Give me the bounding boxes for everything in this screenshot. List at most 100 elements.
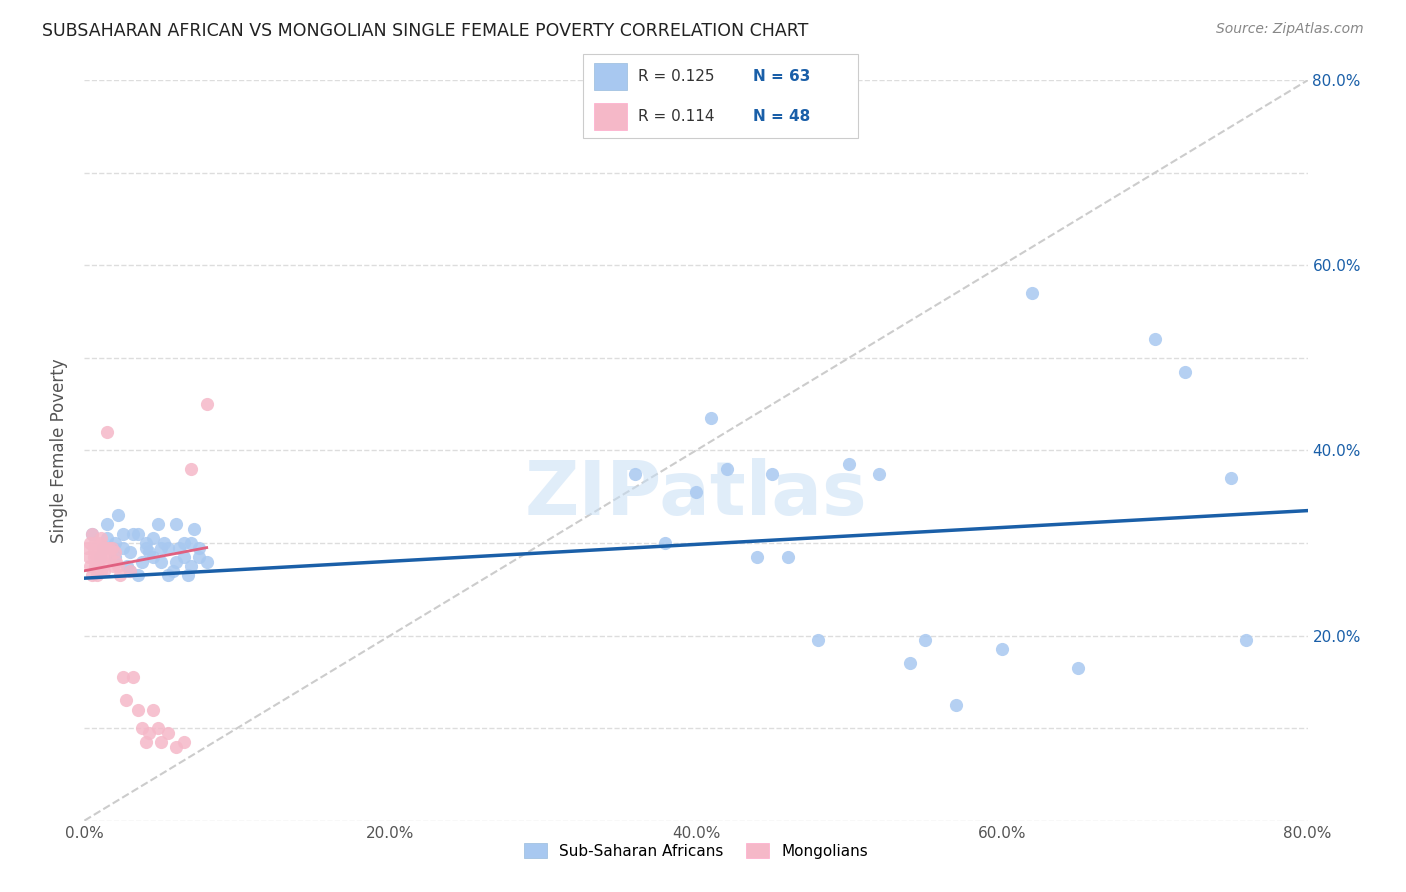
Point: [1143, 332, 1166, 346]
Point: [127, 568, 149, 582]
Point: [111, 526, 134, 541]
Point: [91, 541, 114, 555]
Point: [157, 725, 180, 739]
Point: [93, 549, 115, 564]
Point: [91, 541, 114, 555]
Point: [654, 536, 676, 550]
Point: [98, 549, 121, 564]
Point: [1220, 471, 1243, 485]
Point: [83, 541, 105, 555]
Point: [89, 549, 111, 564]
Point: [142, 549, 165, 564]
Point: [84, 559, 107, 574]
Point: [135, 541, 157, 555]
Point: [120, 564, 142, 578]
Point: [87, 559, 110, 574]
Point: [122, 670, 145, 684]
Point: [97, 541, 120, 555]
Point: [149, 541, 172, 555]
Text: ZIPatlas: ZIPatlas: [524, 458, 868, 532]
Point: [173, 735, 195, 749]
Point: [105, 554, 128, 569]
Point: [146, 721, 169, 735]
Point: [838, 458, 860, 472]
Point: [180, 559, 202, 574]
Point: [146, 517, 169, 532]
Point: [90, 532, 112, 546]
Point: [1021, 286, 1043, 301]
Point: [83, 549, 105, 564]
Point: [180, 462, 202, 476]
Point: [700, 411, 723, 425]
Point: [195, 554, 218, 569]
Point: [149, 554, 172, 569]
Point: [945, 698, 967, 712]
Text: R = 0.125: R = 0.125: [638, 69, 714, 84]
Point: [165, 554, 187, 569]
Point: [776, 549, 799, 564]
Point: [747, 549, 769, 564]
Point: [131, 554, 153, 569]
Point: [180, 536, 202, 550]
Point: [91, 554, 114, 569]
Text: Source: ZipAtlas.com: Source: ZipAtlas.com: [1216, 22, 1364, 37]
Point: [107, 508, 129, 523]
Point: [111, 670, 134, 684]
Point: [135, 536, 157, 550]
Point: [173, 549, 195, 564]
Text: N = 48: N = 48: [754, 109, 811, 124]
Text: R = 0.114: R = 0.114: [638, 109, 714, 124]
Point: [101, 541, 124, 555]
Point: [86, 549, 108, 564]
Point: [165, 517, 187, 532]
Point: [138, 545, 160, 559]
Point: [991, 642, 1014, 657]
Point: [94, 541, 117, 555]
Text: N = 63: N = 63: [754, 69, 811, 84]
Point: [138, 725, 160, 739]
Point: [183, 522, 205, 536]
Point: [149, 735, 172, 749]
Point: [96, 532, 118, 546]
Point: [104, 549, 127, 564]
Point: [195, 397, 218, 411]
Point: [111, 541, 134, 555]
Point: [87, 541, 110, 555]
Point: [96, 425, 118, 439]
Point: [103, 559, 125, 574]
Point: [79, 536, 101, 550]
Point: [76, 541, 98, 555]
Point: [104, 545, 127, 559]
Point: [142, 703, 165, 717]
Point: [153, 536, 176, 550]
Point: [716, 462, 738, 476]
Point: [96, 517, 118, 532]
Point: [173, 536, 195, 550]
Point: [624, 467, 647, 481]
Point: [120, 564, 142, 578]
Point: [101, 541, 124, 555]
FancyBboxPatch shape: [583, 54, 858, 138]
Point: [188, 549, 211, 564]
Point: [77, 549, 100, 564]
Point: [84, 536, 107, 550]
Point: [761, 467, 783, 481]
Point: [162, 564, 184, 578]
Point: [167, 541, 190, 555]
Text: SUBSAHARAN AFRICAN VS MONGOLIAN SINGLE FEMALE POVERTY CORRELATION CHART: SUBSAHARAN AFRICAN VS MONGOLIAN SINGLE F…: [42, 22, 808, 40]
Point: [165, 739, 187, 754]
Point: [86, 568, 108, 582]
Point: [108, 568, 131, 582]
Point: [104, 536, 127, 550]
Point: [914, 633, 936, 648]
Point: [898, 657, 921, 671]
Point: [90, 564, 112, 578]
FancyBboxPatch shape: [595, 103, 627, 130]
Point: [80, 526, 103, 541]
Y-axis label: Single Female Poverty: Single Female Poverty: [51, 359, 69, 542]
Point: [807, 633, 830, 648]
Point: [142, 532, 165, 546]
Point: [1236, 633, 1258, 648]
Point: [131, 721, 153, 735]
Point: [157, 568, 180, 582]
